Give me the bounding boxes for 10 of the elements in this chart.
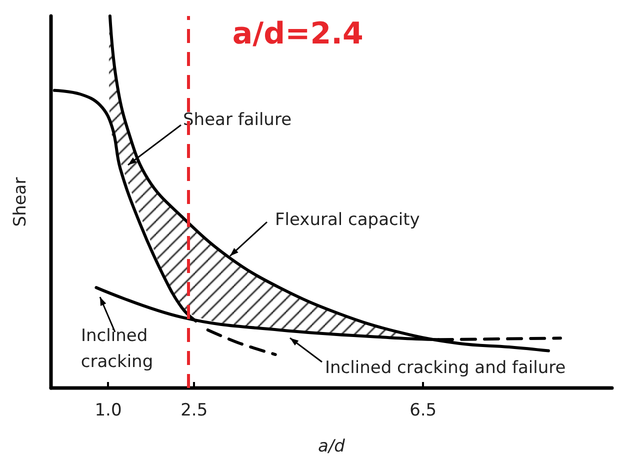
x-tick-label: 1.0: [94, 400, 122, 420]
annotation: Inclined cracking: [80, 326, 154, 372]
annotation: Flexural capacity: [275, 210, 420, 230]
x-tick-label: 2.5: [180, 400, 208, 420]
annotation: Shear failure: [183, 110, 292, 130]
x-axis-title: a/d: [318, 436, 346, 456]
annotation: Inclined cracking and failure: [325, 358, 566, 378]
x-tick-label: 6.5: [410, 400, 437, 420]
y-axis-title: Shear: [10, 177, 30, 227]
ref-line-label: a/d=2.4: [232, 16, 364, 52]
